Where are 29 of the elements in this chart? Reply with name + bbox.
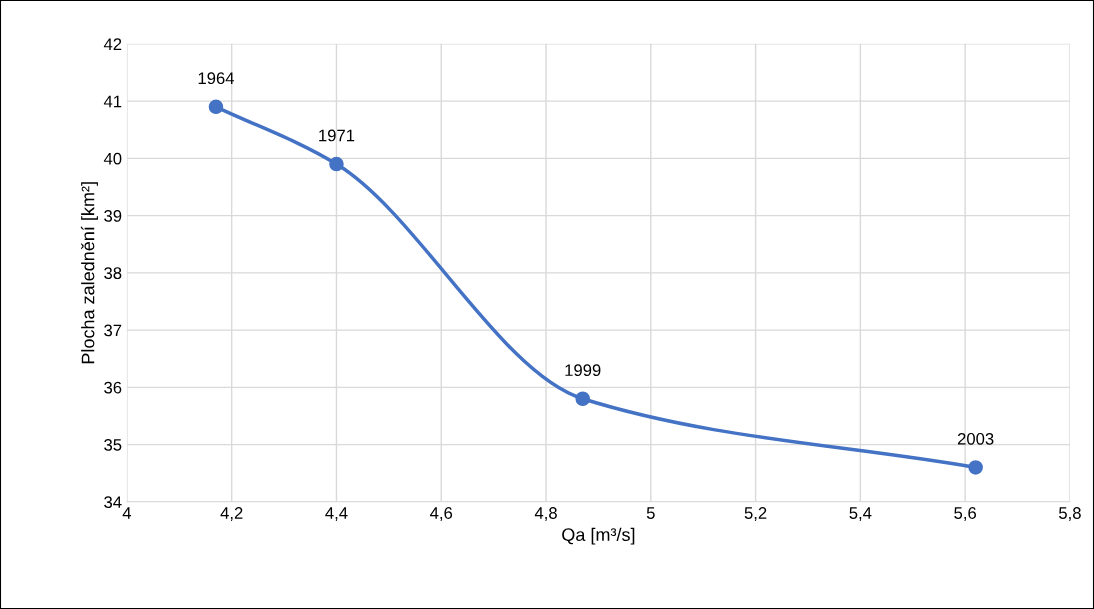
y-tick-label: 37 [104,324,122,337]
annotation: 1971 [319,129,355,142]
x-axis-title: Qa [m³/s] [562,527,635,545]
annotation: 1999 [565,364,601,377]
y-tick-label: 34 [104,496,122,509]
x-tick-label: 5,8 [1059,507,1081,521]
y-tick-label: 41 [103,95,122,108]
x-tick-label: 4,4 [325,507,348,521]
y-tick-label: 40 [103,152,122,165]
point [968,460,983,475]
point [575,391,590,407]
x-tick-label: 5,6 [954,507,976,521]
y-tick-label: 38 [104,267,122,280]
point [329,156,344,172]
x-tick-label: 4,8 [534,507,557,521]
x-tick-label: 5,2 [744,507,767,521]
x-tick-label: 5 [646,507,655,519]
y-tick-label: 36 [104,381,122,394]
x-tick-label: 4 [122,507,132,519]
annotation: 1964 [198,72,235,85]
y-axis-title: Plocha zalednění [km²] [80,182,98,364]
y-tick-label: 35 [104,438,122,451]
y-tick-label: 39 [104,209,122,222]
y-tick-label: 42 [103,38,122,50]
annotation: 2003 [957,432,994,445]
point [208,99,224,115]
x-tick-label: 4,2 [220,507,243,521]
x-tick-label: 4,6 [430,507,453,521]
x-tick-label: 5,4 [849,507,872,521]
